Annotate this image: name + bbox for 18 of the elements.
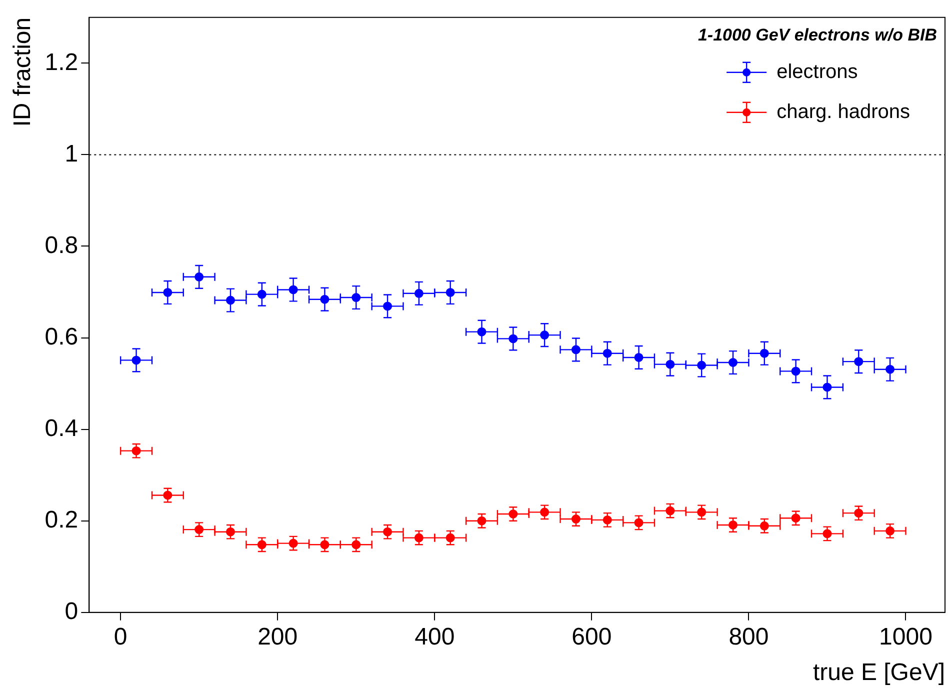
y-axis-title: ID fraction: [9, 17, 36, 127]
y-tick-label: 1: [64, 140, 78, 168]
y-tick-label: 0: [64, 598, 78, 626]
x-tick-label: 0: [114, 623, 128, 650]
y-tick-label: 1.2: [44, 48, 78, 76]
x-tick-label: 800: [728, 623, 769, 650]
x-tick-label: 400: [414, 623, 455, 650]
y-tick-label: 0.8: [44, 232, 78, 259]
y-tick-label: 0.4: [44, 414, 78, 442]
legend-label: charg. hadrons: [776, 100, 910, 123]
y-tick-label: 0.6: [44, 323, 78, 350]
x-tick-label: 200: [258, 623, 298, 650]
x-tick-label: 600: [572, 623, 612, 650]
legend-label: electrons: [776, 60, 858, 83]
x-axis-title: true E [GeV]: [812, 659, 945, 686]
y-tick-label: 0.2: [44, 506, 78, 534]
text: 1-1000 GeV electrons w/o BIB: [698, 26, 937, 45]
x-tick-label: 1000: [879, 623, 932, 650]
